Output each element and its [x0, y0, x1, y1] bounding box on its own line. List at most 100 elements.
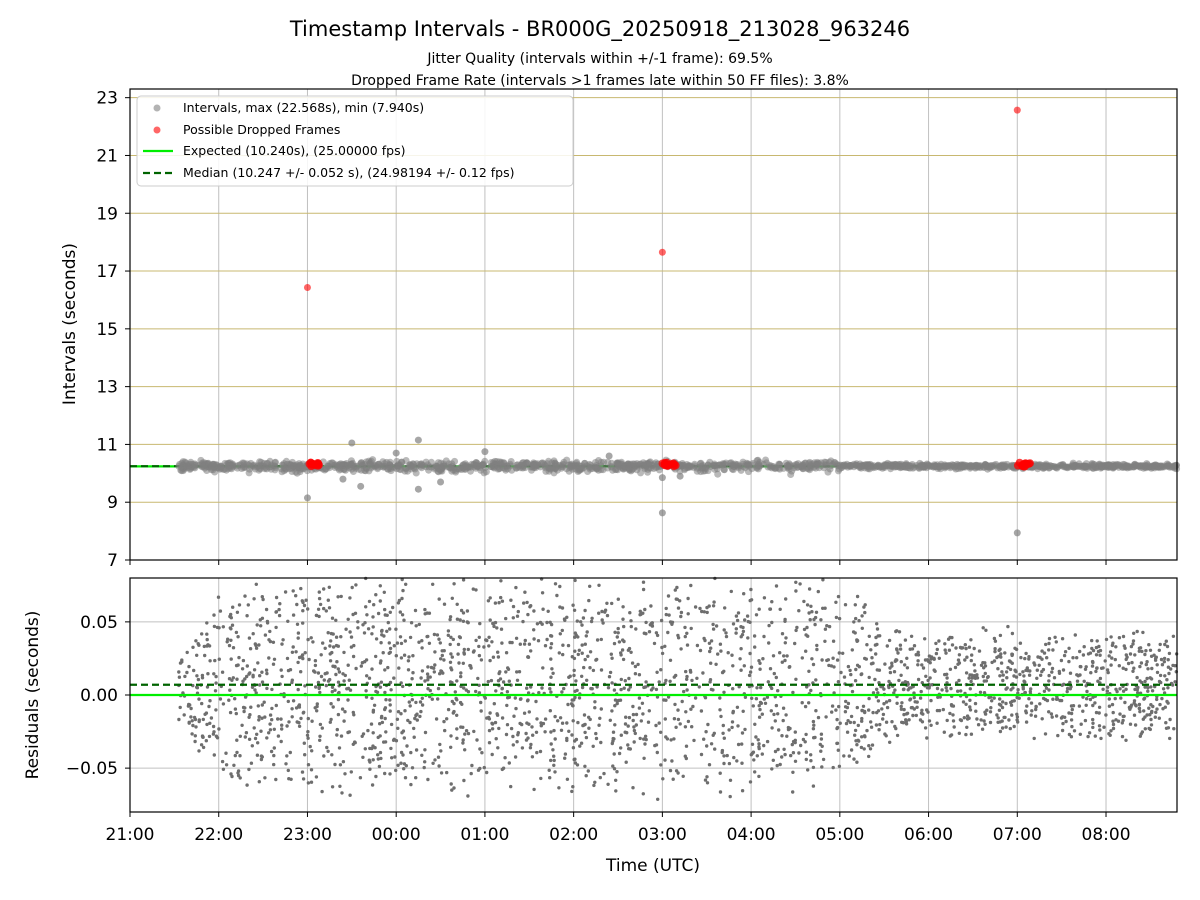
- residual-point: [1171, 634, 1176, 638]
- residual-point: [875, 627, 880, 631]
- residual-point: [363, 747, 367, 751]
- residual-point: [260, 595, 264, 599]
- residual-point: [875, 668, 879, 672]
- residual-point: [888, 740, 892, 744]
- residual-point: [643, 607, 647, 612]
- residual-point: [317, 685, 322, 689]
- residual-point: [1068, 671, 1073, 675]
- residual-point: [1128, 722, 1133, 726]
- residual-point: [436, 755, 441, 759]
- residual-point: [446, 629, 451, 633]
- residual-point: [398, 635, 403, 639]
- residual-point: [558, 605, 562, 609]
- residual-point: [456, 652, 460, 656]
- residual-point: [290, 678, 294, 682]
- residual-point: [825, 624, 829, 628]
- residual-point: [600, 609, 604, 614]
- residual-point: [490, 752, 494, 757]
- bottom-y-tick-label: 0.00: [80, 686, 118, 706]
- interval-point: [930, 463, 937, 471]
- residual-point: [546, 609, 550, 613]
- residual-point: [260, 716, 264, 720]
- residual-point: [1006, 624, 1010, 629]
- residual-point: [1153, 658, 1158, 662]
- residual-point: [956, 658, 961, 662]
- residual-point: [461, 661, 465, 665]
- residual-point: [942, 730, 946, 734]
- residual-point: [315, 709, 319, 713]
- residual-point: [339, 635, 343, 639]
- residual-point: [388, 772, 392, 776]
- residual-point: [831, 765, 835, 770]
- interval-point: [697, 459, 705, 467]
- residual-point: [1047, 641, 1051, 646]
- residual-point: [324, 609, 328, 613]
- residual-point: [777, 728, 781, 732]
- residual-point: [256, 741, 260, 745]
- residual-point: [349, 770, 353, 774]
- interval-point: [388, 463, 396, 471]
- residual-point: [902, 687, 906, 691]
- residual-point: [252, 726, 256, 730]
- residual-point: [203, 712, 207, 716]
- residual-point: [455, 727, 459, 731]
- residual-point: [968, 705, 972, 709]
- residual-point: [1143, 679, 1147, 684]
- residual-point: [291, 645, 295, 649]
- residual-point: [317, 590, 321, 594]
- residual-point: [1116, 719, 1121, 723]
- residual-point: [945, 681, 949, 685]
- residual-point: [823, 627, 828, 631]
- residual-point: [587, 715, 591, 719]
- residual-point: [1145, 676, 1149, 681]
- residual-point: [1010, 631, 1015, 636]
- residual-point: [753, 645, 757, 649]
- residual-point: [1102, 725, 1106, 729]
- residual-point: [299, 670, 303, 674]
- residual-point: [515, 670, 519, 674]
- residual-point: [328, 644, 332, 648]
- residual-point: [565, 736, 569, 741]
- residual-point: [603, 608, 608, 612]
- residual-point: [1113, 657, 1118, 662]
- residual-point: [464, 729, 469, 733]
- residual-point: [735, 618, 740, 623]
- x-tick-label: 00:00: [372, 825, 421, 845]
- residual-point: [1143, 727, 1148, 731]
- residual-point: [193, 734, 197, 738]
- residual-point: [577, 648, 581, 652]
- residual-point: [530, 725, 534, 729]
- residual-point: [1056, 733, 1060, 738]
- residual-point: [211, 724, 216, 729]
- residual-point: [287, 720, 291, 724]
- residual-point: [875, 687, 879, 691]
- residual-point: [420, 646, 424, 650]
- residual-point: [538, 620, 543, 625]
- residual-point: [1147, 643, 1151, 647]
- residual-point: [471, 587, 475, 591]
- legend-box: [136, 95, 574, 187]
- residual-point: [663, 644, 667, 648]
- legend-label-median: Median (10.247 +/- 0.052 s), (24.98194 +…: [183, 165, 514, 180]
- residual-point: [647, 709, 651, 713]
- residual-point: [767, 623, 771, 628]
- residual-point: [783, 641, 787, 645]
- residual-point: [1053, 635, 1057, 639]
- residual-point: [1047, 636, 1052, 641]
- residual-point: [749, 753, 753, 757]
- interval-point: [541, 461, 549, 469]
- residual-point: [873, 677, 877, 682]
- residual-point: [231, 676, 235, 680]
- residual-point: [214, 681, 218, 685]
- residual-point: [998, 697, 1002, 701]
- residual-point: [1157, 648, 1162, 652]
- interval-point: [422, 458, 430, 466]
- residual-point: [383, 707, 387, 712]
- residual-point: [888, 670, 893, 675]
- residual-point: [192, 668, 196, 673]
- residual-point: [834, 708, 838, 712]
- residual-point: [784, 597, 788, 601]
- residual-point: [462, 647, 466, 652]
- residual-point: [805, 625, 809, 630]
- residual-point: [804, 732, 808, 737]
